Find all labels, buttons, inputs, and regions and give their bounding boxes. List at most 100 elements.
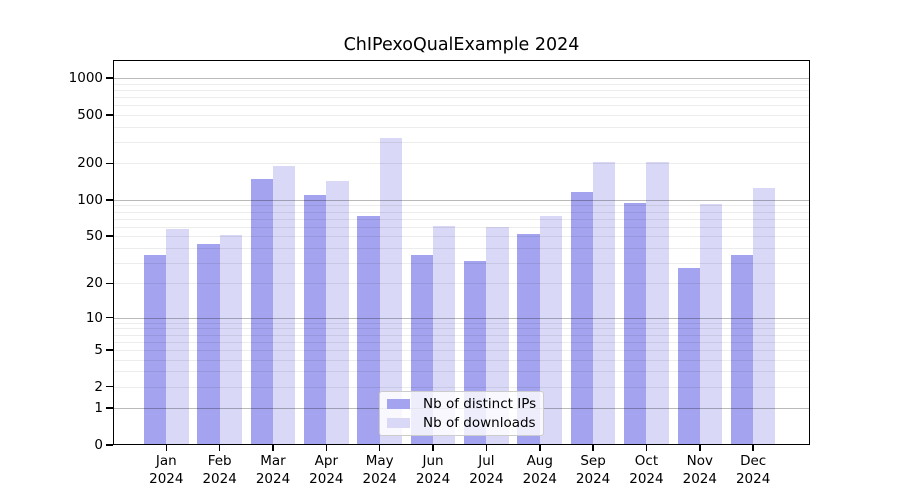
x-tick-label-feb: Feb 2024 [188, 452, 252, 488]
x-tick-year: 2024 [202, 471, 237, 487]
gridline-minor-40 [114, 247, 809, 249]
gridline-minor-800 [114, 89, 809, 91]
bar-downloads-mar [273, 166, 296, 445]
bar-distinct-ips-may [357, 216, 380, 445]
x-tick-label-apr: Apr 2024 [294, 452, 358, 488]
bar-distinct-ips-jan [144, 254, 167, 445]
x-tick-year: 2024 [469, 471, 504, 487]
legend-swatch-downloads [387, 418, 410, 428]
bar-downloads-jun [433, 225, 456, 445]
gridline-minor-700 [114, 96, 809, 98]
gridline-major-1000 [114, 78, 809, 80]
y-tick-label-2: 2 [94, 378, 103, 395]
x-tick-year: 2024 [149, 471, 184, 487]
gridline-minor-300 [114, 141, 809, 143]
gridline-minor-8 [114, 328, 809, 330]
y-tick-mark-2 [106, 385, 113, 388]
legend-item-distinct-ips: Nb of distinct IPs [387, 396, 536, 412]
x-tick-label-dec: Dec 2024 [721, 452, 785, 488]
x-tick-label-sep: Sep 2024 [561, 452, 625, 488]
bar-distinct-ips-dec [730, 254, 754, 445]
x-tick-mark-jul [485, 445, 488, 451]
x-tick-mark-may [378, 445, 381, 451]
x-tick-mark-nov [699, 445, 701, 451]
gridline-minor-20 [114, 283, 809, 285]
x-tick-month: Jan [155, 453, 177, 469]
x-tick-label-nov: Nov 2024 [668, 452, 732, 488]
y-tick-mark-1000 [106, 77, 113, 79]
x-tick-year: 2024 [309, 471, 344, 487]
y-tick-mark-20 [106, 282, 113, 285]
y-tick-label-20: 20 [85, 275, 103, 292]
y-tick-label-0: 0 [94, 437, 103, 453]
y-tick-mark-500 [106, 114, 113, 116]
bar-downloads-oct [646, 162, 669, 445]
x-tick-mark-feb [218, 445, 221, 451]
legend-swatch-distinct-ips [387, 399, 410, 409]
gridline-major-10 [114, 317, 809, 319]
x-tick-label-jun: Jun 2024 [401, 452, 465, 488]
bar-distinct-ips-apr [304, 194, 327, 445]
x-tick-month: Feb [207, 453, 232, 469]
x-tick-month: Sep [580, 453, 606, 469]
y-tick-mark-1 [106, 407, 113, 409]
y-tick-label-200: 200 [77, 155, 103, 172]
x-tick-mark-sep [592, 445, 594, 451]
bar-distinct-ips-mar [250, 178, 273, 445]
bar-distinct-ips-feb [197, 244, 220, 445]
gridline-minor-30 [114, 262, 809, 264]
x-tick-month: Oct [634, 453, 659, 469]
x-tick-label-aug: Aug 2024 [508, 452, 572, 488]
gridline-minor-80 [114, 211, 809, 213]
chart-title: ChIPexoQualExample 2024 [343, 35, 580, 55]
gridline-minor-6 [114, 341, 809, 343]
x-tick-label-mar: Mar 2024 [241, 452, 305, 488]
x-tick-label-jan: Jan 2024 [134, 452, 198, 488]
x-tick-year: 2024 [575, 471, 611, 487]
gridline-minor-400 [114, 126, 809, 128]
y-tick-label-10: 10 [85, 309, 103, 326]
bar-downloads-aug [539, 216, 563, 445]
x-tick-mark-aug [539, 445, 541, 451]
bar-distinct-ips-sep [570, 192, 594, 445]
x-tick-mark-dec [752, 445, 754, 451]
gridline-minor-50 [114, 236, 809, 238]
x-tick-mark-mar [272, 445, 274, 451]
gridline-minor-2 [114, 386, 809, 388]
x-tick-month: Mar [260, 453, 286, 469]
gridline-minor-900 [114, 83, 809, 85]
gridline-minor-500 [114, 114, 809, 116]
y-tick-label-1: 1 [94, 400, 103, 417]
x-tick-month: Jun [422, 453, 444, 469]
bar-downloads-dec [753, 188, 776, 445]
x-tick-year: 2024 [362, 471, 397, 487]
x-tick-year: 2024 [522, 471, 557, 487]
gridline-minor-3 [114, 371, 809, 373]
y-tick-label-100: 100 [77, 191, 103, 208]
y-tick-mark-200 [106, 162, 113, 165]
y-tick-label-50: 50 [85, 228, 103, 245]
gridline-minor-70 [114, 218, 809, 220]
x-tick-month: Dec [740, 453, 767, 469]
bar-distinct-ips-nov [677, 268, 700, 445]
legend-item-downloads: Nb of downloads [387, 414, 536, 431]
x-tick-label-oct: Oct 2024 [614, 452, 678, 488]
legend: Nb of distinct IPs Nb of downloads [379, 391, 544, 436]
x-tick-month: May [365, 453, 394, 469]
bar-downloads-may [379, 138, 402, 445]
y-tick-mark-100 [106, 199, 113, 201]
x-tick-label-jul: Jul 2024 [454, 452, 518, 488]
y-tick-mark-5 [106, 349, 113, 351]
x-tick-month: Nov [686, 453, 713, 469]
bar-downloads-apr [326, 181, 349, 445]
x-tick-year: 2024 [415, 471, 451, 487]
y-tick-label-500: 500 [77, 106, 103, 123]
x-tick-year: 2024 [682, 471, 717, 487]
legend-label-downloads: Nb of downloads [423, 414, 536, 431]
gridline-minor-60 [114, 226, 809, 228]
x-tick-mark-jan [165, 445, 168, 451]
bar-downloads-feb [219, 235, 242, 445]
